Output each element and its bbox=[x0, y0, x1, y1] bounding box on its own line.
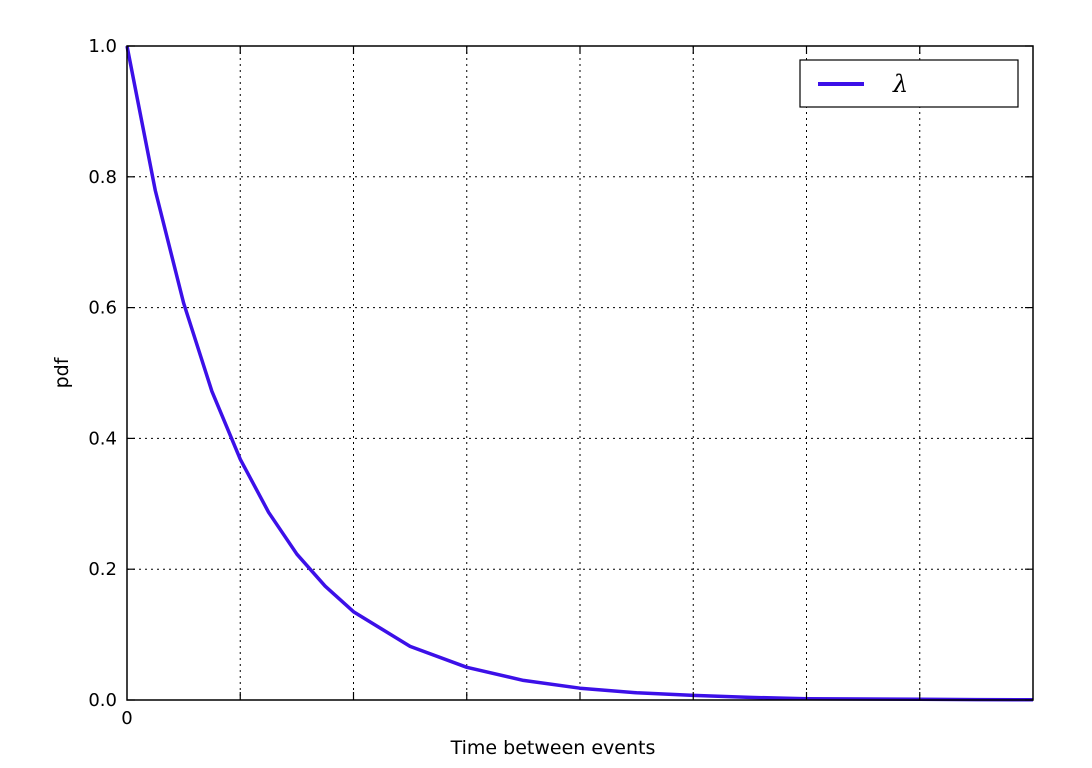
y-tick-label: 0.0 bbox=[88, 690, 117, 711]
x-tick-labels: 0 bbox=[121, 708, 132, 729]
axis-ticks bbox=[127, 45, 1033, 701]
y-tick-label: 0.2 bbox=[88, 559, 117, 580]
series-layer bbox=[125, 45, 1034, 702]
legend: λ bbox=[799, 59, 1019, 108]
y-tick-label: 0.6 bbox=[88, 298, 117, 319]
series-line-lambda bbox=[125, 45, 1034, 702]
y-tick-label: 0.4 bbox=[88, 428, 117, 449]
x-tick-label: 0 bbox=[121, 708, 132, 729]
y-tick-label: 1.0 bbox=[88, 36, 117, 57]
y-axis-label: pdf bbox=[51, 356, 73, 388]
y-tick-label: 0.8 bbox=[88, 167, 117, 188]
grid-lines bbox=[127, 46, 1033, 700]
y-tick-labels: 0.0 0.2 0.4 0.6 0.8 1.0 bbox=[88, 36, 117, 711]
plot-background bbox=[127, 46, 1033, 700]
legend-label-lambda: λ bbox=[892, 70, 908, 98]
x-axis-label: Time between events bbox=[450, 737, 656, 759]
